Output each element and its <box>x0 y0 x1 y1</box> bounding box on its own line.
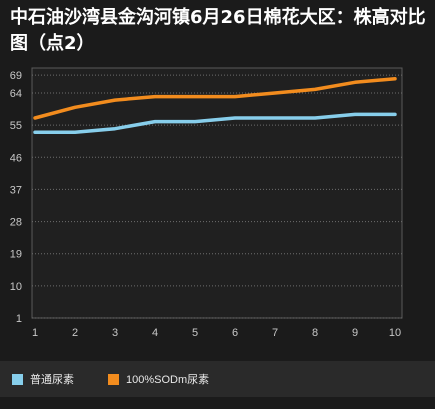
y-axis: 1 10 19 28 37 46 55 64 69 <box>10 70 22 325</box>
x-tick-label-0: 1 <box>32 327 38 339</box>
legend-swatch-series-1 <box>108 373 119 385</box>
y-tick-label-7: 64 <box>10 88 22 100</box>
y-tick-label-2: 19 <box>10 249 22 261</box>
legend-swatch-series-0 <box>12 373 23 385</box>
x-axis: 1 2 3 4 5 6 7 8 9 10 <box>32 327 401 339</box>
series-line-1 <box>33 76 397 120</box>
y-tick-label-5: 46 <box>10 152 22 164</box>
x-tick-label-6: 7 <box>272 327 278 339</box>
x-tick-label-2: 3 <box>112 327 118 339</box>
legend-label-series-0: 普通尿素 <box>30 374 74 386</box>
y-tick-label-1: 10 <box>10 281 22 293</box>
y-tick-label-8: 69 <box>10 70 22 82</box>
x-tick-label-7: 8 <box>312 327 318 339</box>
chart-title: 中石油沙湾县金沟河镇6月26日棉花大区：株高对比图（点2） <box>10 7 426 54</box>
x-tick-label-8: 9 <box>352 327 358 339</box>
x-tick-label-3: 4 <box>152 327 158 339</box>
legend-item-series-1[interactable]: 100%SODm尿素 <box>108 371 209 387</box>
legend-label-series-1: 100%SODm尿素 <box>126 374 210 386</box>
y-tick-label-6: 55 <box>10 120 22 132</box>
series-lines <box>33 76 397 135</box>
x-tick-label-9: 10 <box>389 327 401 339</box>
plot-area <box>31 67 403 319</box>
y-tick-label-4: 37 <box>10 184 22 196</box>
x-tick-label-5: 6 <box>232 327 238 339</box>
series-line-0 <box>33 112 397 135</box>
y-tick-label-3: 28 <box>10 217 22 229</box>
legend-item-series-0[interactable]: 普通尿素 <box>12 371 74 387</box>
legend: 普通尿素 100%SODm尿素 <box>0 361 435 397</box>
line-chart: 1 10 19 28 37 46 55 64 69 1 2 3 4 5 6 7 8 9 10 <box>10 67 403 339</box>
x-tick-label-1: 2 <box>72 327 78 339</box>
x-tick-label-4: 5 <box>192 327 198 339</box>
y-tick-label-0: 1 <box>16 313 22 325</box>
